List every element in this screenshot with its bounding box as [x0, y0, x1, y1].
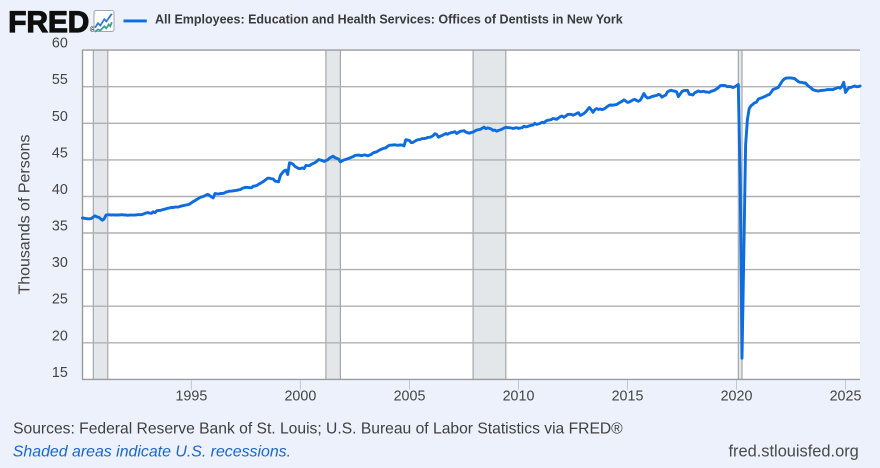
- svg-text:All Employees: Education and H: All Employees: Education and Health Serv…: [155, 13, 623, 27]
- svg-text:2020: 2020: [721, 388, 753, 404]
- svg-text:2005: 2005: [394, 388, 426, 404]
- svg-text:25: 25: [52, 292, 68, 308]
- svg-text:50: 50: [52, 109, 68, 125]
- svg-text:2025: 2025: [830, 388, 862, 404]
- svg-text:40: 40: [52, 182, 68, 198]
- svg-text:Sources: Federal Reserve Bank: Sources: Federal Reserve Bank of St. Lou…: [13, 421, 623, 438]
- svg-text:30: 30: [52, 255, 68, 271]
- svg-text:60: 60: [52, 36, 68, 52]
- svg-text:®: ®: [90, 25, 96, 34]
- svg-text:Shaded areas indicate U.S. rec: Shaded areas indicate U.S. recessions.: [13, 443, 291, 460]
- svg-text:Thousands of Persons: Thousands of Persons: [17, 134, 34, 294]
- svg-text:35: 35: [52, 219, 68, 235]
- svg-text:FRED: FRED: [8, 6, 89, 39]
- svg-text:1995: 1995: [175, 388, 207, 404]
- svg-text:15: 15: [52, 365, 68, 381]
- svg-text:55: 55: [52, 72, 68, 88]
- svg-text:2000: 2000: [284, 388, 316, 404]
- svg-text:20: 20: [52, 328, 68, 344]
- svg-text:2015: 2015: [612, 388, 644, 404]
- svg-text:fred.stlouisfed.org: fred.stlouisfed.org: [729, 443, 859, 461]
- svg-text:45: 45: [52, 145, 68, 161]
- svg-text:2010: 2010: [503, 388, 535, 404]
